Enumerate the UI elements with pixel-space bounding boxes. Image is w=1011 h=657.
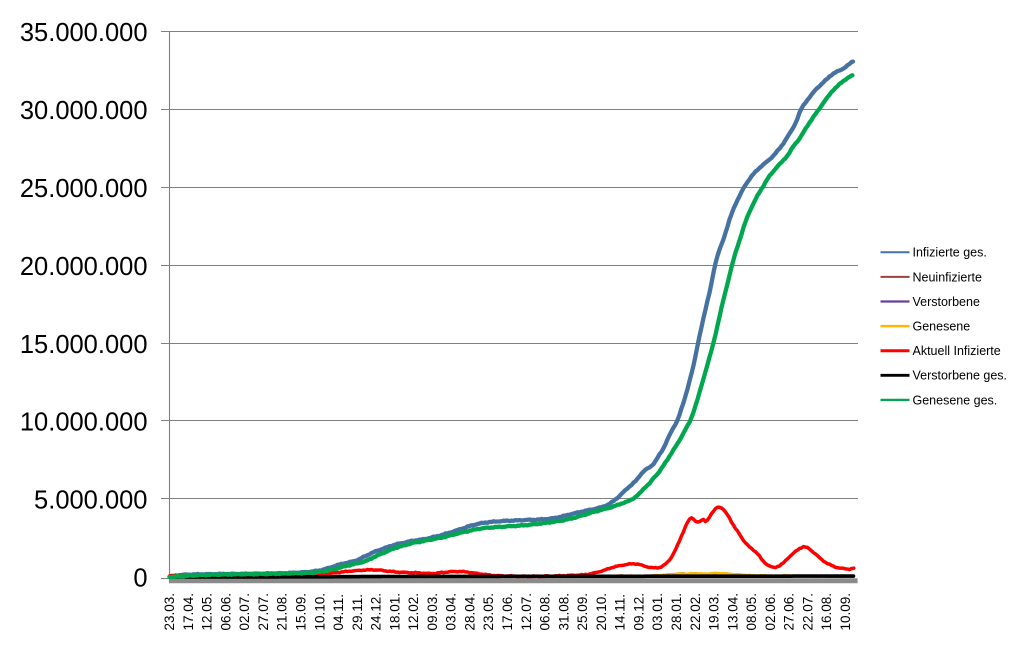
svg-text:28.01.: 28.01.	[669, 593, 684, 631]
svg-text:29.11.: 29.11.	[350, 594, 365, 631]
svg-text:20.10.: 20.10.	[594, 593, 609, 631]
svg-text:13.04.: 13.04.	[725, 593, 740, 631]
svg-text:17.06.: 17.06.	[500, 593, 515, 631]
svg-text:22.02.: 22.02.	[688, 593, 703, 631]
svg-text:Neuinfizierte: Neuinfizierte	[913, 270, 983, 284]
svg-text:Aktuell Infizierte: Aktuell Infizierte	[913, 344, 1001, 358]
svg-text:03.01.: 03.01.	[650, 593, 665, 631]
svg-text:03.04.: 03.04.	[444, 593, 459, 631]
svg-text:27.06.: 27.06.	[782, 593, 797, 631]
svg-text:15.000.000: 15.000.000	[20, 331, 148, 359]
svg-text:21.08.: 21.08.	[275, 593, 290, 631]
svg-text:23.03.: 23.03.	[162, 593, 177, 631]
svg-text:18.01.: 18.01.	[387, 593, 402, 631]
svg-text:24.12.: 24.12.	[369, 593, 384, 631]
svg-text:10.10.: 10.10.	[312, 593, 327, 631]
svg-text:17.04.: 17.04.	[181, 593, 196, 631]
svg-text:12.07.: 12.07.	[519, 593, 534, 631]
svg-text:09.03.: 09.03.	[425, 593, 440, 631]
svg-text:06.06.: 06.06.	[218, 593, 233, 631]
svg-text:02.06.: 02.06.	[763, 593, 778, 631]
svg-text:0: 0	[133, 565, 147, 593]
svg-text:30.000.000: 30.000.000	[20, 97, 148, 125]
svg-text:Verstorbene ges.: Verstorbene ges.	[913, 369, 1008, 383]
svg-text:Infizierte ges.: Infizierte ges.	[913, 246, 987, 260]
svg-text:22.07.: 22.07.	[800, 593, 815, 631]
svg-text:Genesene: Genesene	[913, 320, 971, 334]
svg-text:15.09.: 15.09.	[294, 593, 309, 631]
svg-text:06.08.: 06.08.	[538, 593, 553, 631]
svg-text:08.05.: 08.05.	[744, 593, 759, 631]
svg-text:12.05.: 12.05.	[200, 593, 215, 631]
svg-text:19.03.: 19.03.	[707, 593, 722, 631]
svg-text:16.08.: 16.08.	[819, 593, 834, 631]
svg-text:Verstorbene: Verstorbene	[913, 295, 980, 309]
svg-text:02.07.: 02.07.	[237, 593, 252, 631]
svg-text:35.000.000: 35.000.000	[20, 19, 148, 47]
svg-text:10.000.000: 10.000.000	[20, 409, 148, 437]
svg-text:20.000.000: 20.000.000	[20, 253, 148, 281]
svg-text:25.000.000: 25.000.000	[20, 175, 148, 203]
svg-text:Genesene ges.: Genesene ges.	[913, 393, 998, 407]
svg-text:31.08.: 31.08.	[556, 593, 571, 631]
svg-text:28.04.: 28.04.	[463, 593, 478, 631]
svg-text:5.000.000: 5.000.000	[34, 487, 147, 515]
svg-text:12.02.: 12.02.	[406, 593, 421, 631]
svg-text:23.05.: 23.05.	[481, 593, 496, 631]
svg-text:14.11.: 14.11.	[613, 594, 628, 631]
svg-text:04.11.: 04.11.	[331, 594, 346, 631]
svg-text:10.09.: 10.09.	[838, 593, 853, 631]
svg-text:27.07.: 27.07.	[256, 593, 271, 631]
svg-text:09.12.: 09.12.	[632, 593, 647, 631]
svg-text:25.09.: 25.09.	[575, 593, 590, 631]
